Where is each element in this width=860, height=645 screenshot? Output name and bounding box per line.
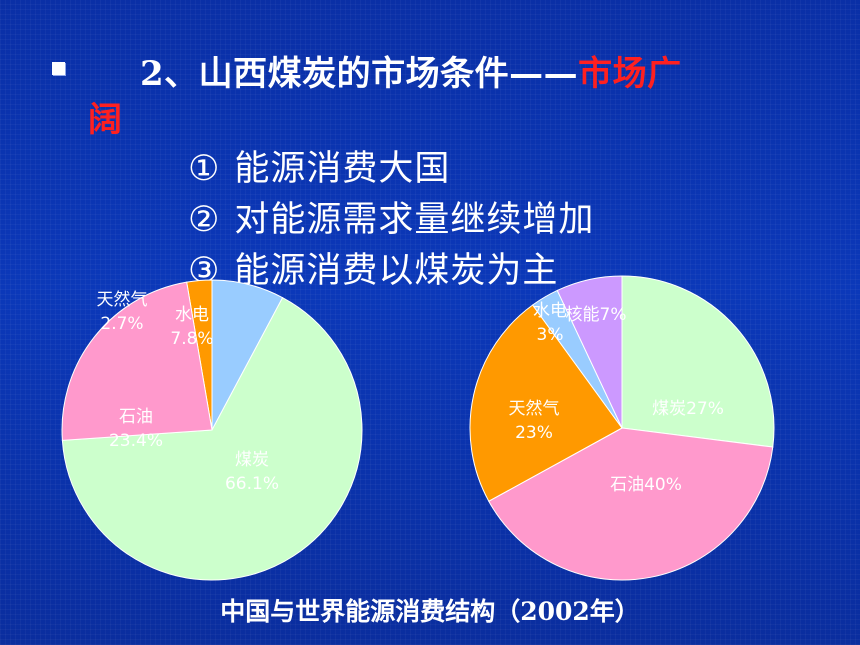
pie-slice-煤炭 <box>621 275 775 448</box>
pie-slice-核能 <box>556 275 623 429</box>
pie-chart-1: 煤炭 66.1% 石油 23.4% 天然气 2.7% 水电 7.8% <box>61 279 363 581</box>
pie-label-煤炭: 煤炭27% <box>652 399 724 419</box>
point-number: ② <box>188 200 221 240</box>
point-text: 对能源需求量继续增加 <box>234 200 595 240</box>
point-number: ① <box>188 149 221 189</box>
pie-slice-煤炭 <box>61 296 363 581</box>
pie-slice-石油 <box>61 281 213 441</box>
point-text: 能源消费以煤炭为主 <box>234 251 559 291</box>
pie-chart-2: 煤炭27% 石油40% 天然气 23% 水电 3%核能7% <box>469 275 775 581</box>
point-item: ① 能源消费大国 <box>188 144 594 195</box>
point-text: 能源消费大国 <box>234 149 451 189</box>
pie-slice-石油 <box>488 427 774 581</box>
pie-label-石油: 石油 23.4% <box>109 407 163 451</box>
pie-label-核能: 核能7% <box>566 305 627 325</box>
pie-label-天然气: 天然气 2.7% <box>97 290 148 334</box>
heading-number: 2、 <box>140 54 199 94</box>
point-item: ② 对能源需求量继续增加 <box>188 195 594 246</box>
chart-caption: 中国与世界能源消费结构（2002年） <box>220 597 640 626</box>
pie-label-石油: 石油40% <box>610 475 682 495</box>
heading-accent: 市场广 <box>578 54 682 94</box>
point-item: ③ 能源消费以煤炭为主 <box>188 246 594 297</box>
point-list: ① 能源消费大国 ② 对能源需求量继续增加 ③ 能源消费以煤炭为主 <box>188 144 594 297</box>
heading-text: 山西煤炭的市场条件—— <box>198 54 579 94</box>
pie-label-天然气: 天然气 23% <box>509 399 560 443</box>
bullet-square-icon <box>52 62 65 75</box>
heading-accent-continued: 阔 <box>88 100 122 140</box>
pie-label-水电: 水电 3% <box>533 301 567 345</box>
pie-slice-天然气 <box>469 304 623 502</box>
pie-label-煤炭: 煤炭 66.1% <box>225 450 279 494</box>
slide-heading: 2、山西煤炭的市场条件——市场广 <box>140 46 682 95</box>
pie-label-水电: 水电 7.8% <box>170 305 213 349</box>
